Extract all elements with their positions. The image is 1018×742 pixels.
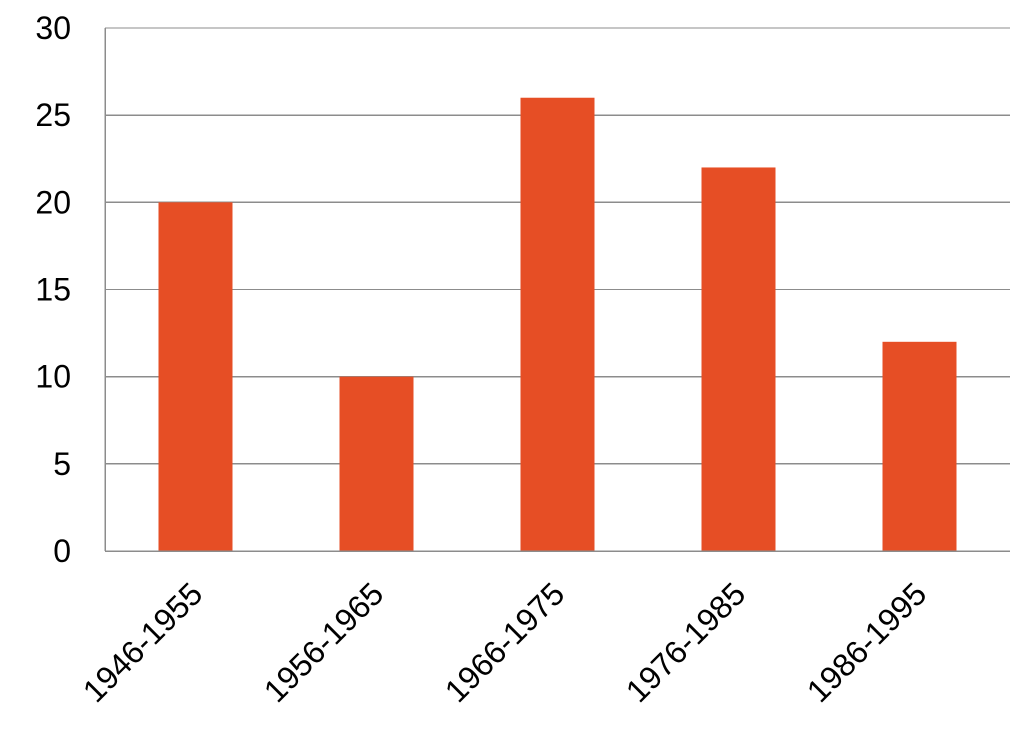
y-tick-label: 15	[35, 272, 71, 308]
bar-1946-1955	[158, 202, 233, 552]
bars	[158, 97, 957, 552]
bar-1956-1965	[339, 376, 414, 551]
y-tick-label: 5	[53, 446, 71, 482]
bar-1966-1975	[520, 97, 595, 551]
y-tick-label: 0	[53, 533, 71, 569]
bar-1976-1985	[701, 167, 776, 551]
x-tick-label: 1966-1975	[438, 575, 572, 709]
x-tick-label: 1946-1955	[76, 575, 210, 709]
y-tick-label: 10	[35, 359, 71, 395]
x-tick-label: 1976-1985	[619, 575, 753, 709]
y-tick-label: 30	[35, 10, 71, 46]
y-tick-label: 20	[35, 184, 71, 220]
x-axis: 1946-1955 1956-1965 1966-1975 1976-1985 1986…	[76, 550, 1010, 709]
x-tick-label: 1986-1995	[800, 575, 934, 709]
y-axis: 0 5 10 15 20 25 30	[35, 10, 106, 569]
y-tick-label: 25	[35, 97, 71, 133]
bar-1986-1995	[882, 341, 957, 551]
x-tick-label: 1956-1965	[257, 575, 391, 709]
